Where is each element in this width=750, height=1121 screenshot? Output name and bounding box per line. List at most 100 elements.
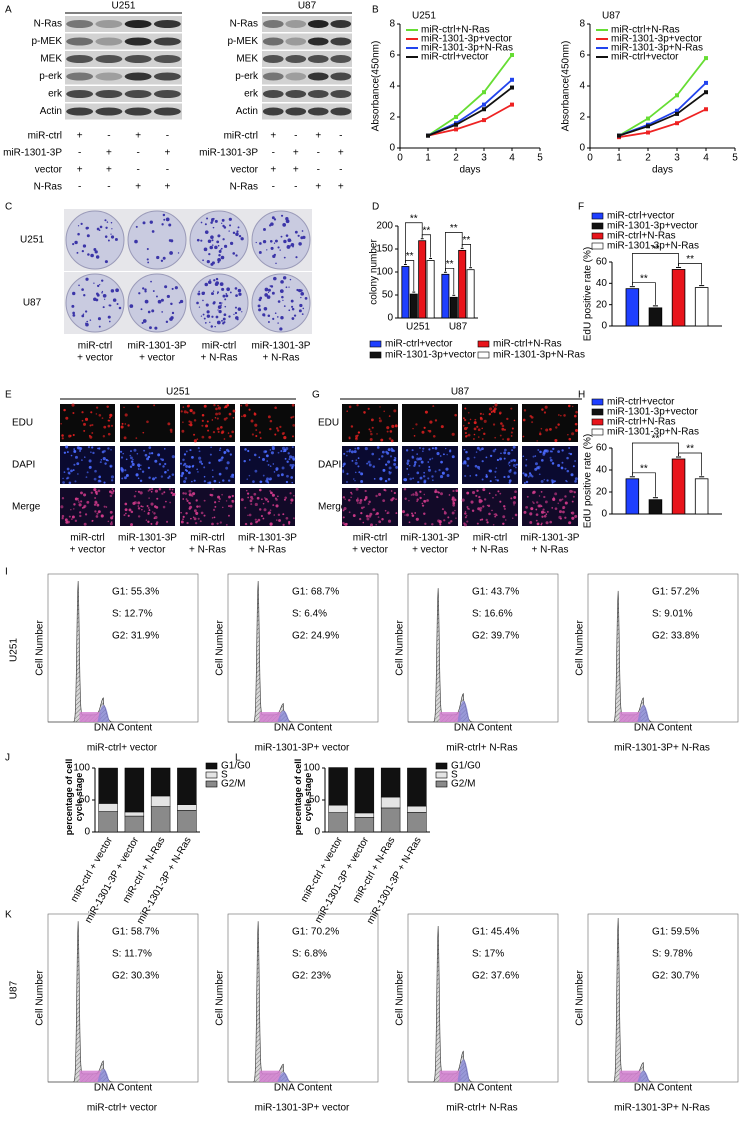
nucleus: [495, 467, 498, 469]
nucleus: [107, 520, 110, 523]
nucleus: [355, 434, 359, 438]
phase-stat: G2: 33.8%: [652, 631, 699, 642]
nucleus: [252, 480, 255, 483]
nucleus: [395, 498, 397, 500]
nucleus: [284, 496, 287, 500]
nucleus: [444, 447, 447, 450]
nucleus: [148, 452, 152, 455]
group-label: miR-1301-3P+ vector: [255, 743, 350, 754]
nucleus: [370, 432, 373, 436]
nucleus: [493, 513, 495, 515]
nucleus: [434, 470, 437, 473]
stain-label: DAPI: [12, 460, 35, 471]
nucleus: [291, 463, 295, 467]
nucleus: [505, 519, 507, 521]
nucleus: [549, 427, 552, 431]
sign: -: [317, 165, 320, 176]
sign: +: [135, 131, 141, 142]
nucleus: [291, 403, 295, 407]
colony: [286, 245, 291, 249]
nucleus: [494, 515, 497, 518]
bracket: [632, 253, 679, 286]
nucleus: [89, 424, 92, 427]
nucleus: [76, 462, 80, 466]
phase-stat: S: 6.8%: [292, 949, 327, 960]
nucleus: [360, 472, 364, 476]
nucleus: [63, 408, 66, 412]
nucleus: [221, 506, 224, 509]
colony: [149, 220, 153, 224]
nucleus: [546, 479, 549, 482]
significance: **: [423, 225, 431, 236]
blot-strip: [262, 16, 352, 32]
nucleus: [110, 491, 114, 495]
band: [285, 72, 307, 81]
nucleus: [499, 500, 502, 503]
nucleus: [443, 511, 447, 515]
nucleus: [219, 521, 222, 524]
nucleus: [285, 446, 289, 451]
nucleus: [161, 492, 164, 495]
legend-label: miR-1301-3p+vector: [611, 34, 703, 45]
y-tick-label: 8: [579, 19, 585, 30]
nucleus: [122, 452, 125, 455]
band: [262, 107, 284, 116]
nucleus: [97, 489, 101, 493]
nucleus: [206, 420, 209, 423]
band: [153, 90, 181, 98]
legend-swatch: [435, 762, 448, 770]
blot-strip: [65, 86, 182, 102]
nucleus: [494, 448, 497, 451]
colony: [289, 239, 292, 242]
blot-strip: [262, 68, 352, 85]
colony: [86, 320, 89, 323]
nucleus: [507, 475, 510, 479]
nucleus: [225, 500, 228, 502]
significance: **: [450, 223, 458, 234]
nucleus: [434, 489, 438, 492]
nucleus: [540, 427, 543, 430]
nucleus: [120, 468, 124, 471]
group-label: miR-ctrl+ N-Ras: [446, 743, 517, 754]
nucleus: [109, 465, 112, 468]
nucleus: [282, 523, 285, 526]
y-tick-label: 6: [579, 50, 585, 61]
nucleus: [356, 404, 359, 407]
nucleus: [485, 456, 488, 459]
colony: [270, 246, 274, 250]
y-axis-label: colony number: [369, 239, 380, 305]
nucleus: [384, 479, 388, 483]
nucleus: [183, 453, 187, 456]
nucleus: [81, 459, 83, 461]
band: [95, 72, 123, 81]
panel-label: I: [5, 567, 8, 578]
nucleus: [423, 479, 427, 483]
colony: [81, 314, 85, 318]
band: [66, 37, 94, 46]
nucleus: [153, 512, 156, 515]
bar: [671, 269, 686, 327]
nucleus: [163, 448, 166, 450]
legend-swatch: [591, 398, 604, 406]
nucleus: [203, 466, 206, 469]
nucleus: [463, 448, 466, 451]
colony: [221, 287, 225, 291]
protein-label: Actin: [236, 106, 258, 117]
colony: [151, 309, 155, 313]
band: [330, 55, 352, 63]
micrograph: [402, 488, 458, 526]
nucleus: [502, 515, 506, 519]
legend-swatch: [435, 771, 448, 779]
colony: [86, 234, 90, 238]
nucleus: [198, 505, 201, 508]
nucleus: [477, 436, 480, 438]
group-label: + N-Ras: [249, 545, 286, 556]
colony: [222, 294, 226, 298]
colony: [206, 314, 211, 318]
nucleus: [540, 479, 544, 483]
colony: [263, 227, 266, 231]
colony: [301, 313, 304, 316]
nucleus: [243, 414, 247, 418]
nucleus: [557, 450, 560, 453]
nucleus: [68, 481, 72, 485]
